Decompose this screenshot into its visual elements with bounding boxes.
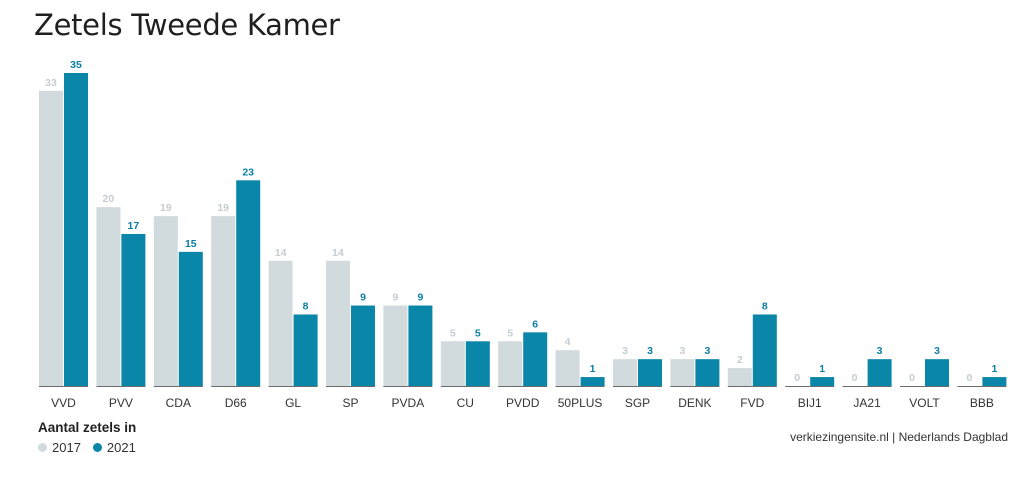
bar-ja21-2021	[867, 359, 892, 386]
value-label-50plus-2021: 1	[590, 363, 596, 375]
value-label-50plus-2017: 4	[565, 336, 571, 348]
legend-swatch-2017	[38, 443, 47, 452]
bar-fvd-2017	[727, 368, 752, 386]
value-label-vvd-2021: 35	[70, 59, 82, 71]
legend: 2017 2021	[38, 440, 136, 455]
tick-label-bbb: BBB	[970, 396, 994, 410]
value-label-pvdd-2021: 6	[532, 318, 538, 330]
legend-item-2017: 2017	[38, 440, 81, 455]
tick-label-fvd: FVD	[740, 396, 764, 410]
bar-denk-2021	[695, 359, 720, 386]
value-label-bbb-2021: 1	[991, 363, 997, 375]
legend-label-2017: 2017	[52, 440, 81, 455]
tick-label-sgp: SGP	[625, 396, 650, 410]
value-label-fvd-2021: 8	[762, 300, 768, 312]
bar-sp-2021	[351, 305, 375, 386]
value-label-pvda-2017: 9	[392, 292, 398, 304]
bar-sp-2017	[326, 260, 350, 386]
tick-label-d66: D66	[225, 396, 247, 410]
value-label-pvv-2021: 17	[128, 220, 140, 232]
legend-item-2021: 2021	[92, 440, 136, 455]
tick-label-bij1: BIJ1	[798, 396, 822, 410]
bar-50plus-2021	[580, 377, 605, 386]
bar-pvda-2017	[383, 305, 408, 386]
tick-label-50plus: 50PLUS	[558, 396, 603, 410]
value-label-cu-2017: 5	[450, 327, 456, 339]
bar-vvd-2017	[39, 90, 63, 386]
bar-cda-2021	[178, 251, 203, 386]
bar-pvv-2021	[121, 233, 146, 386]
bar-pvda-2021	[408, 305, 433, 386]
value-label-volt-2021: 3	[934, 345, 940, 357]
value-label-denk-2021: 3	[704, 345, 710, 357]
legend-label-2021: 2021	[106, 440, 136, 455]
bar-cu-2017	[440, 341, 465, 386]
bars-group	[39, 73, 1007, 386]
value-label-fvd-2017: 2	[737, 354, 743, 366]
value-label-cu-2021: 5	[475, 327, 481, 339]
bar-bbb-2021	[982, 377, 1007, 386]
value-label-pvv-2017: 20	[103, 193, 115, 205]
bar-denk-2017	[670, 359, 695, 386]
value-label-cda-2017: 19	[160, 202, 172, 214]
bar-pvv-2017	[96, 207, 121, 386]
category-ticks-group: VVD PVV CDA D66 GL SP PVDA CU PVDD 50PLUS SGP DENK F…	[51, 396, 994, 410]
value-label-gl-2021: 8	[303, 300, 309, 312]
tick-label-ja21: JA21	[853, 396, 881, 410]
bar-50plus-2017	[555, 350, 580, 386]
chart-title: Zetels Tweede Kamer	[34, 8, 340, 42]
value-label-gl-2017: 14	[275, 247, 287, 259]
tick-label-volt: VOLT	[909, 396, 940, 410]
source-credit: verkiezingensite.nl | Nederlands Dagblad	[790, 430, 1008, 444]
value-label-d66-2017: 19	[217, 202, 229, 214]
value-label-pvdd-2017: 5	[507, 327, 513, 339]
tick-label-cda: CDA	[166, 396, 191, 410]
value-label-bbb-2017: 0	[966, 372, 972, 384]
bar-gl-2017	[268, 260, 293, 386]
bar-gl-2021	[293, 314, 318, 386]
value-label-denk-2017: 3	[679, 345, 685, 357]
bar-vvd-2021	[64, 73, 88, 386]
value-label-volt-2017: 0	[909, 372, 915, 384]
value-label-ja21-2017: 0	[852, 372, 858, 384]
value-label-bij1-2021: 1	[819, 363, 825, 375]
tick-label-sp: SP	[342, 396, 358, 410]
bar-bij1-2021	[810, 377, 835, 386]
value-label-sp-2017: 14	[332, 247, 344, 259]
value-label-cda-2021: 15	[185, 238, 197, 250]
tick-label-gl: GL	[285, 396, 301, 410]
value-label-bij1-2017: 0	[794, 372, 800, 384]
tick-label-pvv: PVV	[109, 396, 133, 410]
bar-d66-2021	[236, 180, 261, 386]
tick-label-denk: DENK	[678, 396, 711, 410]
value-label-pvda-2021: 9	[417, 292, 423, 304]
bar-cu-2021	[465, 341, 490, 386]
value-label-vvd-2017: 33	[45, 77, 57, 89]
value-label-ja21-2021: 3	[877, 345, 883, 357]
value-label-sgp-2017: 3	[622, 345, 628, 357]
bar-sgp-2017	[613, 359, 637, 386]
value-label-d66-2021: 23	[242, 166, 254, 178]
value-label-sgp-2021: 3	[647, 345, 653, 357]
bar-sgp-2021	[638, 359, 662, 386]
tick-label-pvda: PVDA	[392, 396, 425, 410]
tick-label-cu: CU	[457, 396, 474, 410]
legend-swatch-2021	[92, 443, 102, 452]
bar-pvdd-2021	[523, 332, 548, 386]
bar-pvdd-2017	[498, 341, 523, 386]
bar-cda-2017	[153, 216, 178, 386]
tick-label-pvdd: PVDD	[506, 396, 540, 410]
legend-title: Aantal zetels in	[38, 420, 137, 435]
bar-d66-2017	[211, 216, 236, 386]
tick-label-vvd: VVD	[51, 396, 76, 410]
bar-volt-2021	[925, 359, 949, 386]
value-label-sp-2021: 9	[360, 292, 366, 304]
bar-fvd-2021	[752, 314, 777, 386]
